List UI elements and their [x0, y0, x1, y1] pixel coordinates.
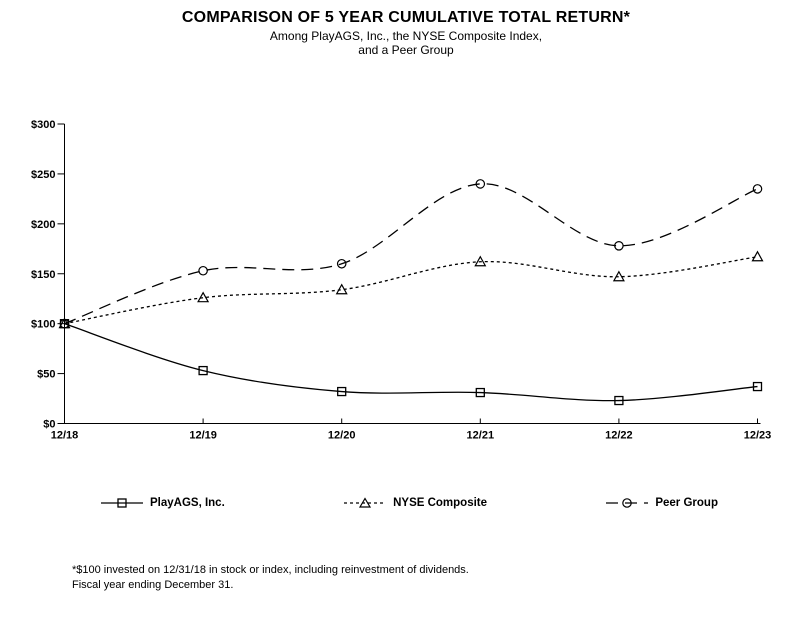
x-tick-label: 12/23	[744, 430, 772, 442]
playags-inc-square-marker	[752, 381, 763, 392]
y-tick-label: $50	[37, 369, 55, 381]
legend-label-peer-group: Peer Group	[655, 497, 718, 509]
peer-group-circle-marker	[752, 184, 763, 194]
x-tick-label: 12/19	[189, 430, 217, 442]
peer-group-circle-marker	[336, 258, 347, 269]
peer-group-circle-marker	[614, 240, 624, 251]
y-tick-label: $250	[31, 169, 55, 181]
legend-label-playags: PlayAGS, Inc.	[150, 497, 225, 509]
chart-title: COMPARISON OF 5 YEAR CUMULATIVE TOTAL RE…	[181, 9, 631, 26]
legend-item-nyse-composite: NYSE Composite	[343, 496, 487, 510]
legend-item-playags: PlayAGS, Inc.	[100, 496, 225, 510]
y-tick-label: $200	[31, 219, 55, 231]
legend-item-peer-group: Peer Group	[605, 496, 718, 510]
chart-subtitle-line2: and a Peer Group	[358, 43, 454, 57]
playags-inc-line	[64, 323, 758, 402]
x-tick-label: 12/20	[328, 430, 356, 442]
peer-group-circle-marker	[475, 179, 486, 189]
y-tick-label: $300	[31, 119, 55, 131]
x-tick-label: 12/22	[605, 430, 633, 442]
playags-inc-square-marker	[198, 365, 208, 376]
nyse-composite-line	[64, 256, 758, 325]
short-dash-line-triangle-marker-icon	[344, 497, 387, 508]
playags-inc-square-marker	[337, 386, 347, 397]
y-tick-label: $0	[43, 419, 55, 431]
y-tick-label: $100	[31, 319, 55, 331]
footnote-line1: *$100 invested on 12/31/18 in stock or i…	[72, 564, 469, 576]
chart-legend: PlayAGS, Inc. NYSE Composite Peer Group	[100, 494, 718, 512]
legend-label-nyse-composite: NYSE Composite	[393, 497, 488, 509]
playags-inc-square-marker	[475, 387, 485, 398]
nyse-composite-triangle-marker	[612, 270, 625, 282]
x-tick-label: 12/21	[467, 430, 495, 442]
x-tick-label: 12/18	[51, 430, 79, 442]
playags-inc-square-marker	[614, 395, 624, 406]
peer-group-circle-marker	[198, 265, 208, 276]
nyse-composite-triangle-marker	[751, 250, 764, 262]
chart-subtitle-line1: Among PlayAGS, Inc., the NYSE Composite …	[269, 29, 543, 43]
nyse-composite-triangle-marker	[197, 291, 210, 303]
solid-line-square-marker-icon	[101, 498, 143, 508]
y-tick-label: $150	[31, 269, 55, 281]
footnote-line2: Fiscal year ending December 31.	[72, 579, 234, 591]
long-dash-line-circle-marker-icon	[606, 498, 649, 508]
nyse-composite-triangle-marker	[335, 283, 348, 295]
peer-group-circle-marker	[59, 318, 70, 329]
peer-group-line	[64, 183, 758, 325]
nyse-composite-triangle-marker	[474, 255, 487, 267]
